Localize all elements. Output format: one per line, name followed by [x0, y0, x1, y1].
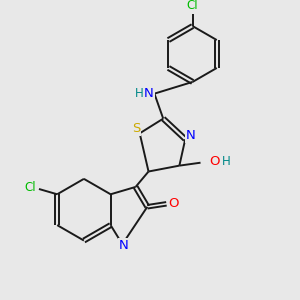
Text: Cl: Cl [187, 0, 198, 12]
Text: O: O [169, 197, 179, 210]
Text: N: N [144, 87, 154, 100]
Text: H: H [134, 87, 143, 100]
Text: N: N [119, 239, 129, 252]
Text: H: H [222, 155, 230, 168]
Text: Cl: Cl [24, 181, 36, 194]
Text: O: O [209, 155, 219, 168]
Text: N: N [186, 129, 195, 142]
Text: S: S [132, 122, 140, 134]
